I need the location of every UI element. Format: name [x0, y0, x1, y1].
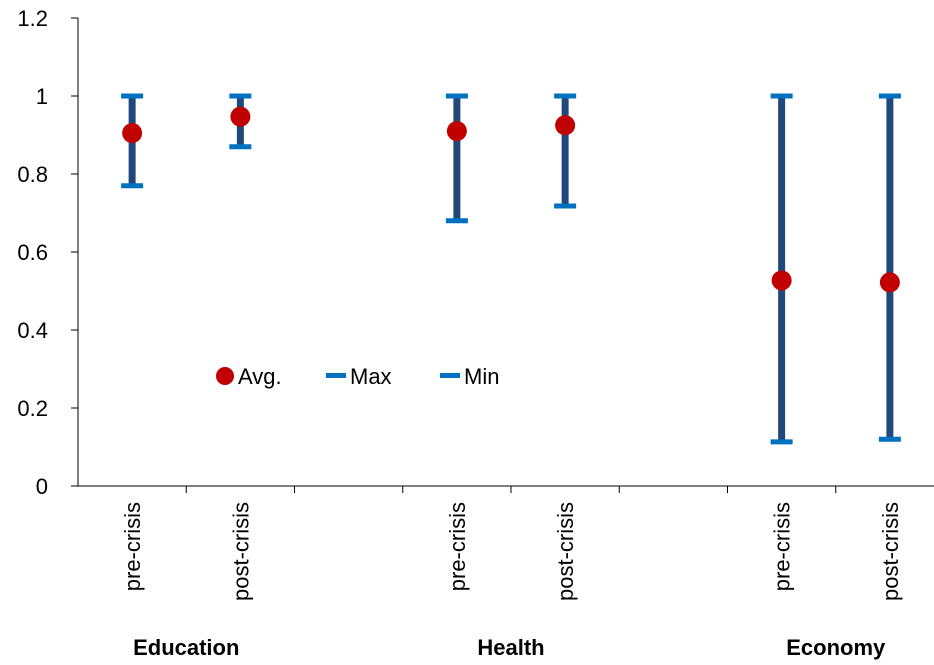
- avg-marker: [446, 121, 467, 142]
- axes: [71, 17, 934, 493]
- legend-avg-marker: [216, 367, 234, 385]
- y-tick-label: 0: [36, 474, 48, 499]
- axis-labels: 0 0.2 0.4 0.6 0.8 1 1.2 pre-crisis post-crisis pr…: [17, 6, 902, 660]
- group-label: Health: [477, 635, 544, 660]
- y-tick-label: 0.2: [17, 396, 48, 421]
- chart-marks: [121, 93, 901, 445]
- x-category-label: pre-crisis: [770, 502, 795, 591]
- x-category-label: post-crisis: [878, 502, 903, 601]
- y-tick-label: 0.8: [17, 162, 48, 187]
- group-label: Economy: [786, 635, 886, 660]
- avg-marker: [230, 106, 251, 127]
- x-category-label: post-crisis: [553, 502, 578, 601]
- x-category-label: post-crisis: [228, 502, 253, 601]
- legend-avg-label: Avg.: [238, 364, 282, 389]
- x-category-label: pre-crisis: [445, 502, 470, 591]
- y-tick-label: 1.2: [17, 6, 48, 31]
- legend-max-label: Max: [350, 364, 392, 389]
- legend-min-marker: [440, 373, 460, 378]
- avg-marker: [771, 270, 792, 291]
- legend-max-marker: [326, 373, 346, 378]
- group-label: Education: [133, 635, 239, 660]
- y-tick-label: 0.6: [17, 240, 48, 265]
- avg-marker: [555, 115, 576, 136]
- avg-marker: [122, 123, 143, 144]
- y-tick-label: 1: [36, 84, 48, 109]
- y-tick-label: 0.4: [17, 318, 48, 343]
- legend: Avg. Max Min: [216, 364, 499, 389]
- x-category-label: pre-crisis: [120, 502, 145, 591]
- legend-min-label: Min: [464, 364, 499, 389]
- avg-marker: [879, 272, 900, 293]
